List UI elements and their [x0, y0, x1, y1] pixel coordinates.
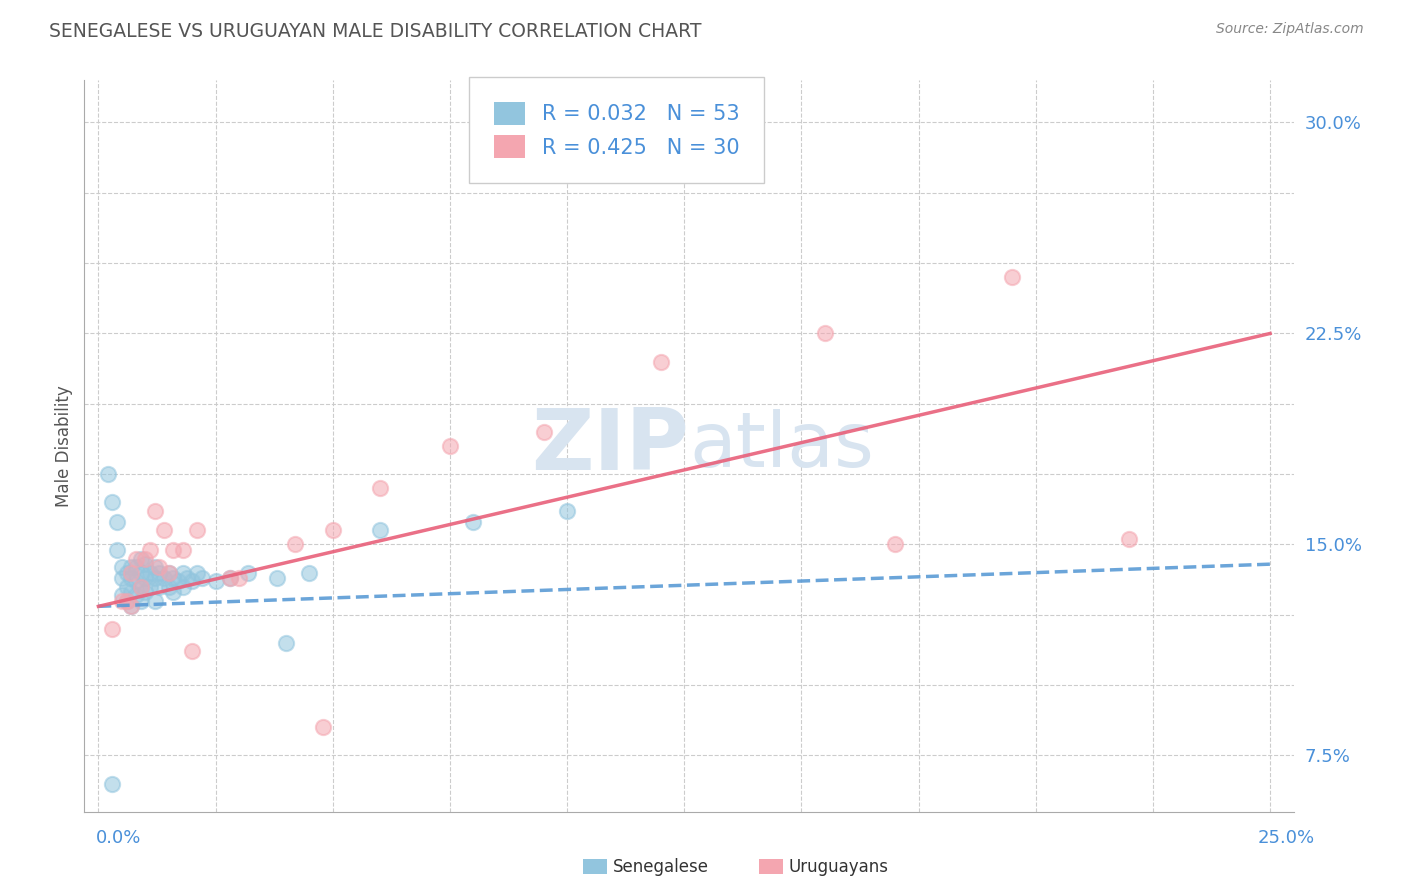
Point	[153, 524, 176, 538]
Text: 0.0%: 0.0%	[96, 829, 141, 847]
Point	[125, 560, 148, 574]
Point	[1118, 532, 1140, 546]
Point	[218, 571, 240, 585]
Point	[533, 425, 555, 439]
Point	[368, 524, 391, 538]
Point	[157, 566, 180, 580]
Point	[1001, 270, 1024, 285]
Point	[172, 580, 194, 594]
Point	[120, 566, 142, 580]
Point	[134, 585, 156, 599]
Point	[105, 515, 128, 529]
Point	[101, 622, 124, 636]
Point	[162, 543, 184, 558]
Point	[120, 599, 142, 614]
Point	[111, 588, 134, 602]
Point	[153, 571, 176, 585]
Point	[129, 593, 152, 607]
Point	[143, 593, 166, 607]
Point	[555, 504, 578, 518]
Point	[167, 574, 190, 588]
Point	[134, 551, 156, 566]
Point	[162, 571, 184, 585]
Text: Uruguayans: Uruguayans	[789, 858, 889, 876]
Point	[115, 593, 138, 607]
Point	[274, 636, 297, 650]
Point	[120, 599, 142, 614]
Point	[125, 551, 148, 566]
Point	[228, 571, 250, 585]
Point	[129, 551, 152, 566]
Point	[143, 560, 166, 574]
Point	[129, 580, 152, 594]
Point	[266, 571, 288, 585]
Point	[181, 574, 204, 588]
Point	[284, 537, 307, 551]
Point	[120, 585, 142, 599]
Point	[111, 593, 134, 607]
Point	[162, 585, 184, 599]
Point	[105, 543, 128, 558]
Point	[120, 571, 142, 585]
Point	[650, 354, 672, 368]
Point	[129, 580, 152, 594]
Point	[125, 588, 148, 602]
Y-axis label: Male Disability: Male Disability	[55, 385, 73, 507]
Point	[97, 467, 120, 482]
Point	[884, 537, 907, 551]
Point	[186, 566, 208, 580]
Point	[176, 571, 198, 585]
Point	[111, 571, 134, 585]
Point	[186, 524, 208, 538]
Text: Source: ZipAtlas.com: Source: ZipAtlas.com	[1216, 22, 1364, 37]
Text: Senegalese: Senegalese	[613, 858, 709, 876]
Text: atlas: atlas	[689, 409, 873, 483]
Text: 25.0%: 25.0%	[1257, 829, 1315, 847]
Point	[115, 593, 138, 607]
Point	[204, 574, 226, 588]
Point	[218, 571, 240, 585]
Point	[439, 439, 461, 453]
Point	[139, 566, 162, 580]
Legend: R = 0.032   N = 53, R = 0.425   N = 30: R = 0.032 N = 53, R = 0.425 N = 30	[475, 83, 758, 177]
Point	[172, 566, 194, 580]
Point	[181, 644, 204, 658]
Point	[814, 326, 837, 341]
Point	[148, 566, 170, 580]
Point	[139, 543, 162, 558]
Text: SENEGALESE VS URUGUAYAN MALE DISABILITY CORRELATION CHART: SENEGALESE VS URUGUAYAN MALE DISABILITY …	[49, 22, 702, 41]
Point	[298, 566, 321, 580]
Point	[322, 524, 344, 538]
Point	[463, 515, 485, 529]
Point	[139, 580, 162, 594]
Point	[143, 571, 166, 585]
Point	[172, 543, 194, 558]
Point	[115, 580, 138, 594]
Point	[157, 566, 180, 580]
Point	[115, 566, 138, 580]
Point	[143, 504, 166, 518]
Point	[368, 481, 391, 495]
Point	[157, 580, 180, 594]
Point	[111, 560, 134, 574]
Point	[148, 580, 170, 594]
Point	[125, 574, 148, 588]
Point	[190, 571, 212, 585]
Point	[134, 571, 156, 585]
Point	[148, 560, 170, 574]
Point	[238, 566, 260, 580]
Point	[312, 720, 335, 734]
Text: ZIP: ZIP	[531, 404, 689, 488]
Point	[129, 566, 152, 580]
Point	[120, 560, 142, 574]
Point	[101, 776, 124, 790]
Point	[101, 495, 124, 509]
Point	[134, 557, 156, 571]
